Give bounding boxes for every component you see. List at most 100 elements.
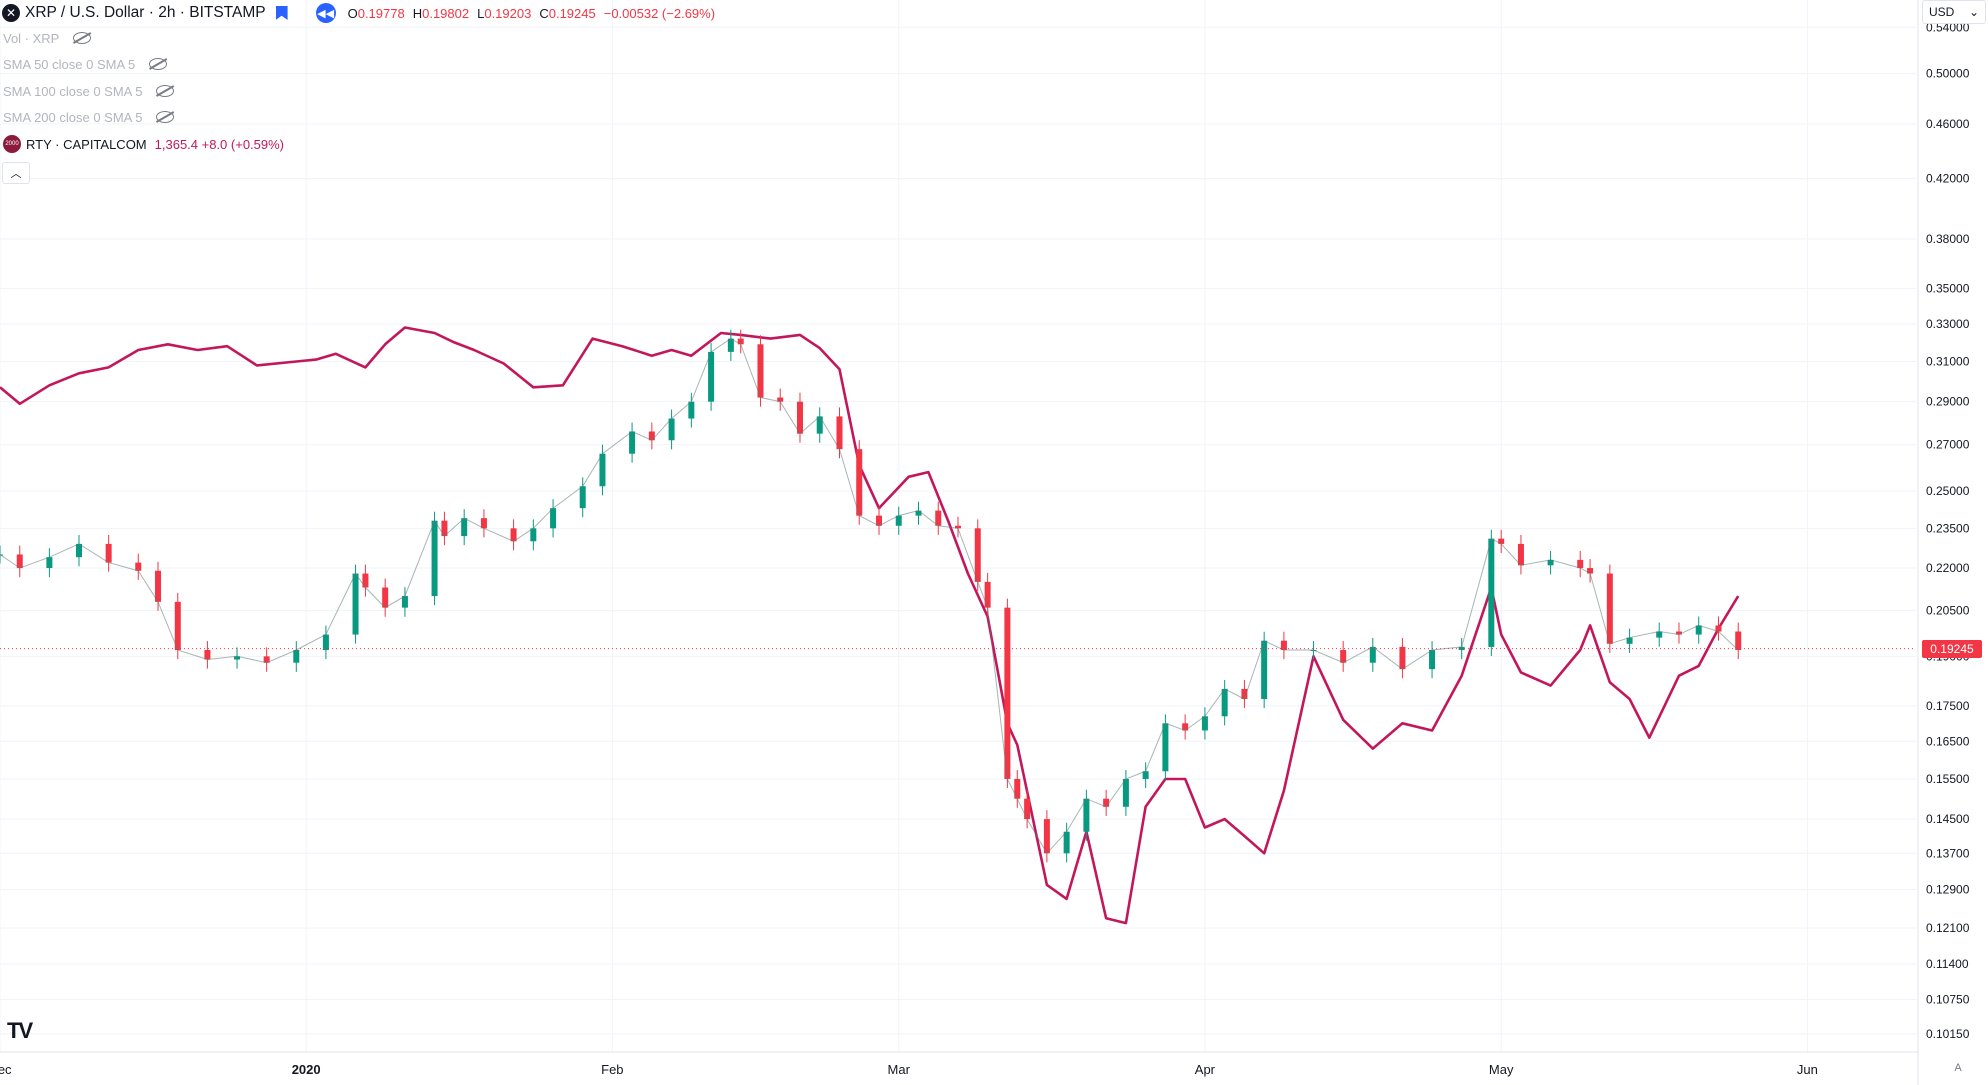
candle-body (777, 397, 784, 402)
candle-body (1142, 771, 1149, 779)
candle-body (362, 573, 369, 588)
indicator-label: SMA 200 close 0 SMA 5 (3, 109, 143, 125)
candle-body (984, 581, 991, 608)
candle-body (1103, 798, 1110, 807)
x-tick-label: Apr (1195, 1062, 1216, 1077)
candle-body (895, 515, 902, 526)
candle-body (708, 351, 715, 402)
eye-hidden-icon[interactable] (156, 85, 175, 97)
candle-body (915, 510, 922, 516)
rty-logo-icon: 2000 (3, 135, 21, 153)
candle-body (1369, 646, 1376, 663)
candle-body (579, 486, 586, 509)
eye-hidden-icon[interactable] (156, 111, 175, 123)
open-label: O (347, 5, 358, 21)
y-tick-label: 0.13700 (1926, 846, 1970, 860)
candle-body (382, 587, 389, 608)
eye-hidden-icon[interactable] (73, 32, 92, 44)
candle-body (1340, 650, 1347, 663)
candle-body (1014, 778, 1021, 799)
high-value: 0.19802 (422, 5, 470, 21)
y-tick-label: 0.31000 (1926, 355, 1970, 369)
candle-body (629, 431, 636, 454)
x-tick-label: May (1489, 1062, 1514, 1077)
y-tick-label: 0.11400 (1926, 957, 1969, 971)
y-tick-label: 0.35000 (1926, 281, 1970, 295)
candle-body (974, 528, 981, 582)
candle-body (836, 416, 843, 450)
compare-value: 1,365.4 +8.0 (+0.59%) (154, 136, 285, 152)
candle-body (1458, 646, 1465, 651)
indicator-label: Vol · XRP (3, 30, 60, 46)
auto-scale-label: A (1954, 1062, 1962, 1074)
y-tick-label: 0.15500 (1926, 772, 1970, 786)
candle-body (155, 570, 162, 602)
indicator-row-sma50[interactable]: SMA 50 close 0 SMA 5 (0, 53, 168, 75)
xrp-logo-icon: ✕ (2, 4, 20, 22)
candle-body (204, 650, 211, 660)
candle-body (510, 528, 517, 542)
collapse-legend-button[interactable]: ︿ (2, 162, 30, 184)
indicator-label: SMA 100 close 0 SMA 5 (3, 83, 143, 99)
candle-body (263, 656, 270, 663)
change-value: −0.00532 (−2.69%) (603, 5, 716, 21)
y-tick-label: 0.50000 (1926, 67, 1970, 81)
indicator-row-volume[interactable]: Vol · XRP (0, 27, 92, 49)
y-tick-label: 0.12100 (1926, 921, 1970, 935)
candle-body (431, 520, 438, 597)
candle-body (1280, 640, 1287, 651)
candle-body (1429, 650, 1436, 670)
candle-body (530, 528, 537, 542)
candle-body (1606, 573, 1613, 644)
candle-body (1024, 798, 1031, 820)
x-tick-label: Mar (888, 1062, 911, 1077)
low-value: 0.19203 (484, 5, 532, 21)
candle-body (441, 520, 448, 537)
auto-scale-button[interactable]: A (1948, 1058, 1968, 1078)
candle-body (1735, 631, 1742, 651)
close-label: C (539, 5, 549, 21)
x-tick-label: Dec (0, 1062, 12, 1077)
x-tick-label: Feb (601, 1062, 623, 1077)
candle-body (1201, 716, 1208, 731)
candle-body (234, 656, 241, 660)
indicator-label: SMA 50 close 0 SMA 5 (3, 56, 136, 72)
candle-body (480, 518, 487, 529)
candle-body (1517, 543, 1524, 566)
compare-row[interactable]: 2000 RTY · CAPITALCOM 1,365.4 +8.0 (+0.5… (0, 133, 284, 155)
candle-body (105, 543, 112, 563)
candle-body (322, 634, 329, 651)
chevron-up-icon: ︿ (10, 168, 22, 180)
eye-hidden-icon[interactable] (149, 58, 168, 70)
candle-body (1182, 723, 1189, 731)
candle-body (1715, 625, 1722, 632)
candle-body (1043, 819, 1050, 854)
candle-body (688, 401, 695, 419)
candle-body (757, 344, 764, 398)
candle-body (1675, 631, 1682, 635)
y-tick-label: 0.17500 (1926, 699, 1970, 713)
replay-icon[interactable]: ◀◀ (315, 3, 336, 23)
last-price-label: 0.19245 (1922, 639, 1982, 658)
y-tick-label: 0.22000 (1926, 561, 1970, 575)
candle-body (550, 508, 557, 529)
candle-body (1063, 831, 1070, 854)
candle-body (1221, 688, 1228, 717)
symbol-title[interactable]: XRP / U.S. Dollar · 2h · BITSTAMP (25, 4, 266, 21)
indicator-row-sma100[interactable]: SMA 100 close 0 SMA 5 (0, 80, 175, 102)
high-label: H (412, 5, 423, 21)
candle-body (1587, 568, 1594, 574)
currency-label: USD (1929, 5, 1955, 19)
candle-body (1656, 631, 1663, 638)
low-label: L (477, 5, 485, 21)
candle-body (1498, 538, 1505, 544)
candle-body (46, 557, 53, 569)
currency-selector[interactable]: USD ⌄ (1922, 0, 1986, 24)
indicator-row-sma200[interactable]: SMA 200 close 0 SMA 5 (0, 106, 175, 128)
tradingview-logo[interactable]: TV (7, 1018, 33, 1043)
y-tick-label: 0.46000 (1926, 117, 1970, 131)
candle-body (1626, 637, 1633, 644)
flag-icon[interactable] (275, 6, 288, 20)
